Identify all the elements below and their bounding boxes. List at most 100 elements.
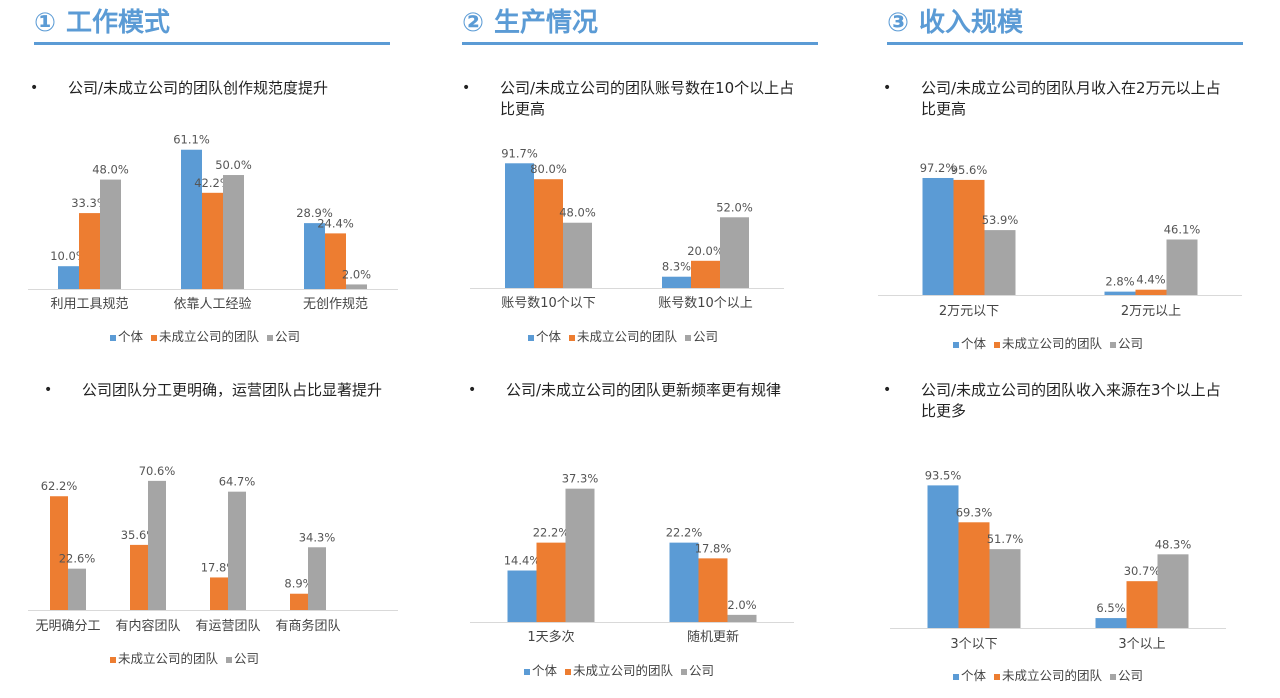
- section-number: ②: [462, 8, 485, 38]
- bar-3-0-1: [68, 568, 86, 610]
- data-label: 52.0%: [716, 200, 753, 214]
- bar-0-0-2: [100, 179, 121, 289]
- legend-item: 未成立公司的团队: [565, 660, 673, 679]
- legend-swatch: [953, 341, 959, 348]
- bullet-dot: •: [883, 80, 892, 96]
- bullet-dot: •: [30, 80, 39, 96]
- data-label: 20.0%: [687, 244, 724, 258]
- bar-0-1-2: [223, 175, 244, 289]
- bar-4-1-1: [698, 558, 728, 622]
- data-label: 42.2%: [194, 176, 231, 190]
- category-label: 3个以上: [1118, 637, 1165, 652]
- legend-label: 未成立公司的团队: [159, 329, 260, 344]
- data-label: 2.8%: [1105, 275, 1134, 289]
- bar-5-0-2: [989, 549, 1021, 628]
- bar-4-1-2: [727, 614, 757, 622]
- legend-c5: 个体 未成立公司的团队 公司: [524, 660, 722, 679]
- legend-label: 个体: [961, 668, 987, 683]
- legend-item: 未成立公司的团队: [569, 326, 677, 345]
- category-label: 无明确分工: [35, 619, 100, 634]
- category-label: 3个以下: [950, 637, 997, 652]
- bullet-c3: • 公司/未成立公司的团队月收入在2万元以上占比更高: [883, 78, 1221, 120]
- section-title-work-mode: ① 工作模式: [34, 4, 390, 45]
- legend-c1: 个体 未成立公司的团队 公司: [110, 326, 308, 345]
- bar-1-1-0: [662, 276, 691, 288]
- bar-2-0-1: [953, 179, 985, 295]
- legend-label: 个体: [961, 336, 987, 351]
- category-label: 利用工具规范: [50, 297, 128, 312]
- legend-swatch: [681, 668, 688, 675]
- category-label: 有运营团队: [195, 619, 260, 634]
- legend-item: 个体: [110, 326, 143, 345]
- bullet-text: 公司/未成立公司的团队创作规范度提升: [68, 79, 329, 97]
- data-label: 8.3%: [662, 260, 691, 274]
- bullet-c1: • 公司/未成立公司的团队创作规范度提升: [30, 78, 398, 99]
- data-label: 24.4%: [317, 216, 354, 230]
- bullet-text: 公司/未成立公司的团队更新频率更有规律: [506, 381, 782, 399]
- legend-item: 未成立公司的团队: [994, 665, 1102, 684]
- bar-4-0-2: [565, 488, 595, 622]
- bar-3-3-0: [290, 593, 308, 610]
- chart-team-division: 62.2%22.6%无明确分工35.6%70.6%有内容团队17.8%64.7%…: [28, 464, 398, 634]
- bar-5-1-0: [1095, 618, 1127, 628]
- legend-item: 公司: [685, 326, 718, 345]
- bar-1-1-1: [691, 260, 720, 288]
- legend-swatch: [110, 656, 116, 663]
- bullet-text: 公司/未成立公司的团队账号数在10个以上占比更高: [500, 79, 795, 118]
- legend-label: 公司: [1118, 668, 1144, 683]
- legend-c6: 个体 未成立公司的团队 公司: [953, 665, 1151, 684]
- bar-1-0-0: [505, 163, 534, 288]
- category-label: 随机更新: [687, 629, 739, 645]
- bar-0-0-1: [79, 213, 100, 289]
- bar-2-1-1: [1135, 289, 1167, 295]
- bar-2-0-0: [922, 177, 954, 295]
- legend-label: 个体: [532, 663, 558, 678]
- bar-3-3-1: [308, 547, 326, 610]
- category-label: 1天多次: [527, 629, 574, 645]
- legend-item: 公司: [267, 326, 300, 345]
- bullet-c2: • 公司/未成立公司的团队账号数在10个以上占比更高: [462, 78, 800, 120]
- legend-label: 未成立公司的团队: [118, 651, 219, 666]
- bar-0-2-2: [346, 284, 367, 289]
- bar-0-1-0: [181, 149, 202, 289]
- bar-0-0-0: [58, 266, 79, 289]
- bar-0-2-1: [325, 233, 346, 289]
- section-title-income: ③ 收入规模: [887, 4, 1243, 45]
- legend-swatch: [569, 334, 576, 341]
- legend-item: 个体: [953, 665, 986, 684]
- section-number: ①: [34, 8, 57, 38]
- data-label: 2.0%: [727, 598, 756, 612]
- bar-5-1-2: [1157, 554, 1189, 628]
- data-label: 37.3%: [562, 472, 599, 486]
- chart-work-norms: 10.0% 33.3% 48.0% 利用工具规范 61.1% 42.2% 50.0% 依靠人工…: [28, 133, 398, 312]
- category-label: 2万元以下: [939, 304, 999, 319]
- legend-label: 公司: [693, 329, 719, 344]
- legend-label: 公司: [1118, 336, 1144, 351]
- legend-swatch: [524, 668, 530, 675]
- legend-swatch: [1110, 673, 1117, 680]
- data-label: 48.0%: [559, 206, 596, 220]
- legend-item: 个体: [953, 333, 986, 352]
- bar-5-0-1: [958, 522, 990, 628]
- data-label: 62.2%: [41, 479, 78, 493]
- bar-2-0-2: [984, 230, 1016, 295]
- bar-0-1-1: [202, 192, 223, 289]
- data-label: 46.1%: [1164, 223, 1201, 237]
- legend-item: 公司: [226, 648, 259, 667]
- category-label: 账号数10个以下: [501, 296, 596, 311]
- legend-c4: 未成立公司的团队 公司: [110, 648, 267, 667]
- data-label: 93.5%: [925, 468, 962, 482]
- section-number: ③: [887, 8, 910, 38]
- data-label: 61.1%: [173, 133, 210, 147]
- bar-4-0-0: [507, 570, 537, 622]
- data-label: 91.7%: [501, 146, 538, 160]
- data-label: 64.7%: [219, 475, 256, 489]
- chart-monthly-income: 97.2%95.6% 53.9% 2万元以下 2.8% 4.4% 46.1% 2万元以上: [878, 161, 1242, 319]
- legend-item: 个体: [528, 326, 561, 345]
- bullet-dot: •: [44, 382, 53, 398]
- legend-swatch: [110, 334, 116, 341]
- legend-swatch: [953, 673, 959, 680]
- data-label: 22.2%: [666, 526, 703, 540]
- data-label: 30.7%: [1124, 564, 1161, 578]
